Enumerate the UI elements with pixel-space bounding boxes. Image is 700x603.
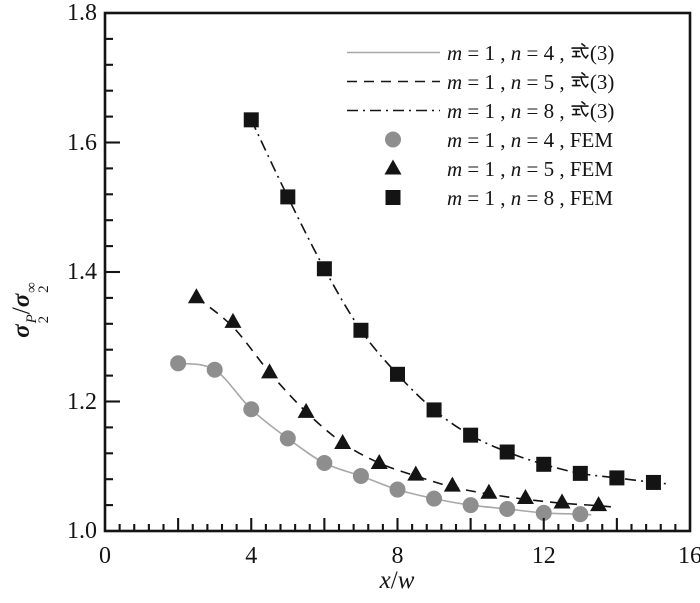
x-tick-label-12: 12 bbox=[531, 543, 556, 569]
legend-samples bbox=[347, 51, 440, 205]
x-axis-label: x/w bbox=[379, 567, 415, 594]
x-tick-label-4: 4 bbox=[245, 543, 258, 569]
plot-border bbox=[103, 11, 692, 533]
legend-sample-circle bbox=[385, 131, 401, 148]
markers-fem-n4 bbox=[170, 355, 589, 523]
y-axis-label: σ P 2/σ ∞ 2 bbox=[8, 282, 52, 338]
y-tick-label-1.0: 1.0 bbox=[67, 518, 97, 544]
x-tick-label-16: 16 bbox=[678, 543, 700, 569]
cjk-shi-glyph bbox=[571, 72, 589, 89]
markers-fem-n5 bbox=[187, 288, 608, 512]
legend-sample-triangle bbox=[384, 159, 402, 175]
legend-item-label-0: m = 1 , n = 4 , (3) bbox=[447, 40, 615, 65]
y-tick-label-1.2: 1.2 bbox=[67, 388, 97, 415]
legend-item-label-4: m = 1 , n = 5 , FEM bbox=[447, 156, 614, 181]
markers-fem-n8 bbox=[243, 112, 661, 490]
legend-item-label-3: m = 1 , n = 4 , FEM bbox=[447, 127, 614, 152]
x-axis-ticks bbox=[118, 518, 677, 530]
curve-eq3-n5 bbox=[195, 296, 614, 508]
cjk-shi-glyph bbox=[571, 101, 589, 118]
legend-item-label-1: m = 1 , n = 5 , (3) bbox=[447, 69, 615, 94]
legend-sample-square bbox=[385, 190, 401, 205]
cjk-shi-glyph bbox=[571, 43, 589, 60]
y-tick-label-1.8: 1.8 bbox=[67, 0, 97, 26]
y-tick-label-1.4: 1.4 bbox=[67, 259, 97, 285]
x-tick-label-8: 8 bbox=[391, 543, 404, 569]
y-tick-label-1.6: 1.6 bbox=[67, 129, 97, 156]
curve-eq3-n4 bbox=[177, 362, 592, 516]
legend-item-label-2: m = 1 , n = 8 , (3) bbox=[447, 98, 615, 123]
y-axis-ticks bbox=[106, 37, 120, 507]
x-tick-label-0: 0 bbox=[99, 543, 111, 569]
legend-item-label-5: m = 1 , n = 8 , FEM bbox=[447, 185, 614, 210]
